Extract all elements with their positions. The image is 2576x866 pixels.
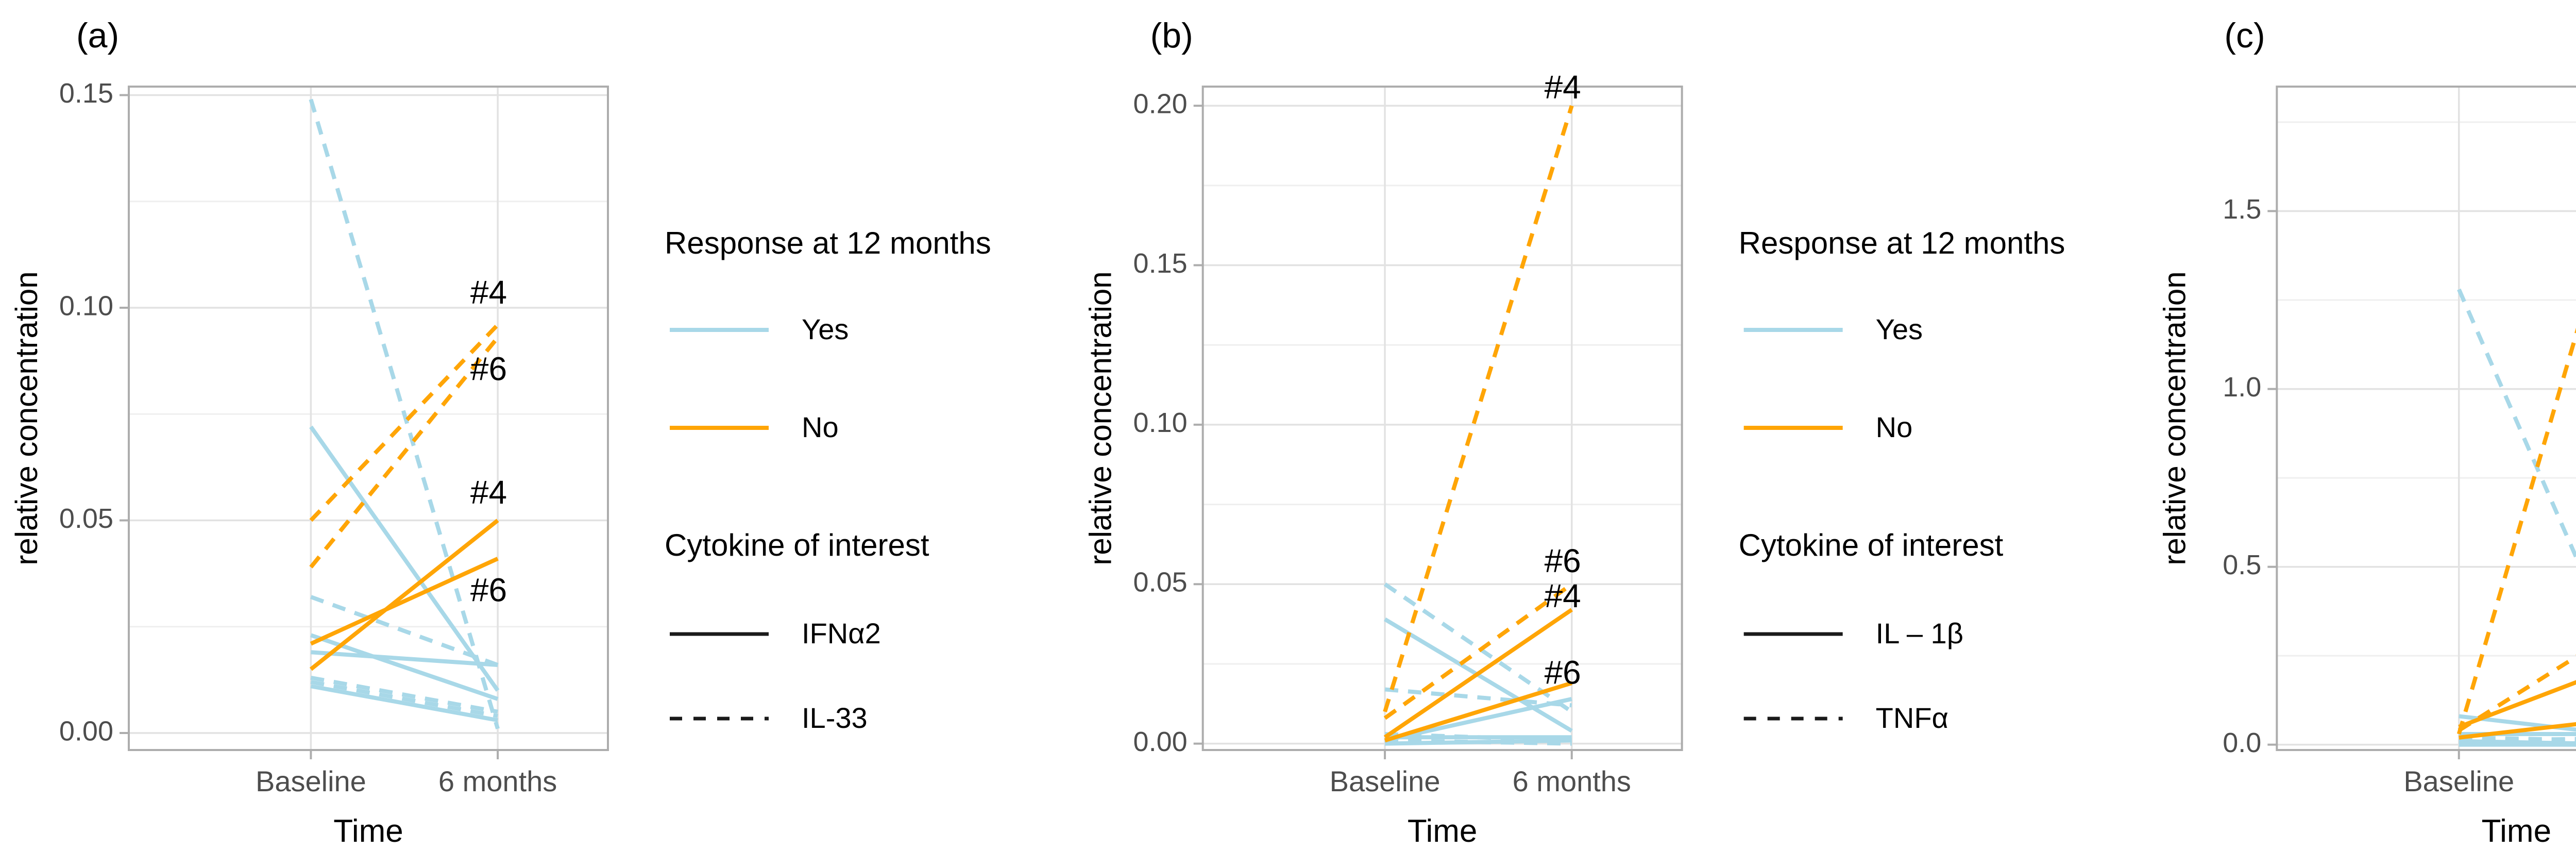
- legend-item-cytokine-solid: IL – 1β: [1876, 617, 1963, 649]
- legend-item-yes: Yes: [1876, 313, 1923, 345]
- annotation-label: #4: [1545, 69, 1581, 106]
- series-lines: [2456, 288, 2576, 747]
- y-tick-label: 0.15: [1133, 248, 1188, 279]
- series-line-no-solid: [1384, 681, 1572, 743]
- x-tick-label: 6 months: [438, 765, 557, 797]
- x-axis: Baseline 6 months: [256, 750, 557, 797]
- series-line-yes-solid: [310, 684, 498, 723]
- y-axis: 0.00 0.05 0.10 0.15: [59, 78, 129, 746]
- legend: Response at 12 months Yes No Cytokine of in…: [1739, 226, 2065, 734]
- legend-item-cytokine-solid: IFNα2: [802, 617, 881, 649]
- legend-item-cytokine-dashed: TNFα: [1876, 702, 1948, 734]
- y-tick-label: 0.10: [1133, 407, 1188, 438]
- series-line-yes-dashed: [1384, 687, 1572, 708]
- y-tick-label: 0.0: [2223, 727, 2261, 758]
- x-axis: Baseline 6 months: [1330, 750, 1631, 797]
- panel-label: (c): [2224, 16, 2265, 55]
- annotation-label: #6: [470, 351, 507, 388]
- series-line-no-solid: [309, 519, 499, 671]
- series-line-no-solid: [2459, 722, 2576, 740]
- x-tick-label: Baseline: [256, 765, 366, 797]
- panel-border: [1201, 86, 1683, 751]
- series-line-no-solid: [310, 557, 499, 646]
- series-lines: [309, 98, 500, 729]
- y-axis: 0.00 0.05 0.10 0.15 0.20: [1133, 88, 1203, 757]
- y-tick-label: 1.5: [2223, 194, 2261, 225]
- series-line-yes-dashed: [1384, 738, 1572, 746]
- y-tick-label: 0.05: [1133, 567, 1188, 598]
- annotation-label: #6: [470, 572, 507, 609]
- annotations: #4 #6 #4 #6: [470, 274, 507, 609]
- series-line-yes-dashed: [1384, 732, 1572, 743]
- legend-item-no: No: [1876, 411, 1913, 443]
- y-axis-title: relative concentration: [9, 271, 44, 565]
- y-tick-label: 0.5: [2223, 549, 2261, 580]
- series-line-yes-dashed: [2457, 288, 2576, 562]
- x-tick-label: Baseline: [2403, 765, 2514, 797]
- legend-response-title: Response at 12 months: [1739, 226, 2065, 260]
- x-axis-title: Time: [333, 813, 403, 849]
- y-tick-label: 0.00: [59, 715, 113, 746]
- panel-label: (b): [1150, 16, 1193, 55]
- legend-cytokine-title: Cytokine of interest: [1739, 528, 2004, 562]
- y-tick-label: 0.10: [59, 290, 113, 321]
- gridlines: [129, 87, 608, 750]
- legend-response-title: Response at 12 months: [665, 226, 991, 260]
- series-line-no-dashed: [1383, 105, 1574, 712]
- series-line-yes-dashed: [2459, 740, 2576, 747]
- series-line-no-dashed: [309, 336, 500, 569]
- annotation-label: #4: [470, 274, 507, 311]
- series-line-no-dashed: [1383, 582, 1573, 720]
- y-tick-label: 0.05: [59, 503, 113, 534]
- y-tick-label: 0.20: [1133, 88, 1188, 119]
- panel-border: [2276, 86, 2576, 751]
- annotation-label: #6: [1545, 542, 1581, 579]
- y-axis-title: relative concentration: [2157, 271, 2192, 565]
- annotation-label: #6: [1545, 654, 1581, 691]
- series-line-yes-dashed: [310, 680, 498, 718]
- y-axis: 0.0 0.5 1.0 1.5: [2223, 194, 2277, 758]
- y-tick-label: 0.00: [1133, 726, 1188, 757]
- y-tick-label: 1.0: [2223, 372, 2261, 403]
- series-line-no-dashed: [2456, 327, 2576, 735]
- gridlines: [1202, 87, 1682, 750]
- legend-cytokine-title: Cytokine of interest: [665, 528, 929, 562]
- series-line-yes-solid: [311, 650, 498, 667]
- series-line-yes-dashed: [309, 98, 500, 729]
- series-line-yes-dashed: [310, 675, 498, 714]
- series-lines: [1383, 105, 1574, 746]
- x-axis-title: Time: [1408, 813, 1477, 849]
- legend-item-yes: Yes: [802, 313, 849, 345]
- panel-border: [128, 86, 609, 751]
- series-line-no-solid: [2458, 680, 2576, 729]
- legend-item-cytokine-dashed: IL-33: [802, 702, 868, 734]
- y-tick-label: 0.15: [59, 78, 113, 109]
- legend: Response at 12 months Yes No Cytokine of in…: [665, 226, 991, 734]
- panel-label: (a): [76, 16, 119, 55]
- panel-a: #4 #6 #4 #6 0.00 0.05 0.10 0.15 Baseline 6 months…: [9, 16, 991, 849]
- series-line-yes-dashed: [310, 595, 499, 667]
- x-tick-label: 6 months: [1513, 765, 1631, 797]
- series-line-yes-dashed: [2459, 737, 2576, 743]
- annotation-label: #4: [470, 474, 507, 511]
- y-axis-title: relative concentration: [1083, 271, 1118, 565]
- x-tick-label: Baseline: [1330, 765, 1440, 797]
- legend-item-no: No: [802, 411, 839, 443]
- series-line-yes-solid: [309, 425, 500, 692]
- x-axis-title: Time: [2482, 813, 2551, 849]
- annotations: #4#6#4#6: [1545, 69, 1581, 691]
- annotation-label: #4: [1545, 577, 1581, 614]
- series-line-no-solid: [1383, 608, 1573, 739]
